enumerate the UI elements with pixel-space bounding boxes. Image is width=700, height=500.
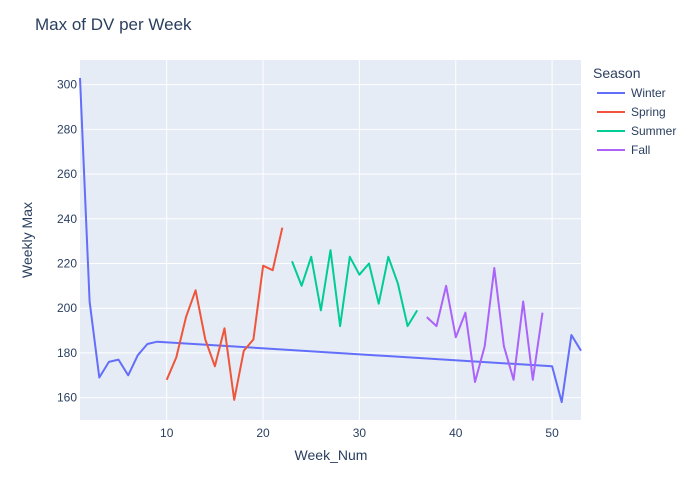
series-line-fall <box>426 267 544 383</box>
y-axis-title: Weekly Max <box>19 202 35 278</box>
series-line-spring <box>165 227 284 401</box>
y-tick-label: 160 <box>57 391 77 405</box>
legend-label-winter[interactable]: Winter <box>631 86 666 100</box>
y-tick-label: 180 <box>57 346 77 360</box>
y-tick-label: 220 <box>57 256 77 270</box>
legend-title: Season <box>593 65 640 81</box>
x-tick-label: 40 <box>449 426 463 440</box>
series-line-summer <box>291 249 419 328</box>
tick-labels: 160 180 200 220 240 260 280 300 10 20 30 40 50 <box>57 78 559 440</box>
legend: Season Winter Spring Summer Fall <box>593 65 676 157</box>
y-tick-label: 260 <box>57 167 77 181</box>
y-tick-label: 200 <box>57 301 77 315</box>
gridlines <box>80 60 581 420</box>
plot-area <box>80 60 581 420</box>
x-axis-title: Week_Num <box>295 447 368 463</box>
chart-title: Max of DV per Week <box>35 15 192 34</box>
legend-label-spring[interactable]: Spring <box>631 105 666 119</box>
x-tick-label: 50 <box>545 426 559 440</box>
legend-label-fall[interactable]: Fall <box>631 143 650 157</box>
y-tick-label: 280 <box>57 122 77 136</box>
legend-label-summer[interactable]: Summer <box>631 124 676 138</box>
x-tick-label: 30 <box>353 426 367 440</box>
x-tick-label: 20 <box>256 426 270 440</box>
y-tick-label: 300 <box>57 78 77 92</box>
series-lines <box>79 77 582 404</box>
y-tick-label: 240 <box>57 212 77 226</box>
series-line-winter <box>79 77 582 404</box>
x-tick-label: 10 <box>160 426 174 440</box>
